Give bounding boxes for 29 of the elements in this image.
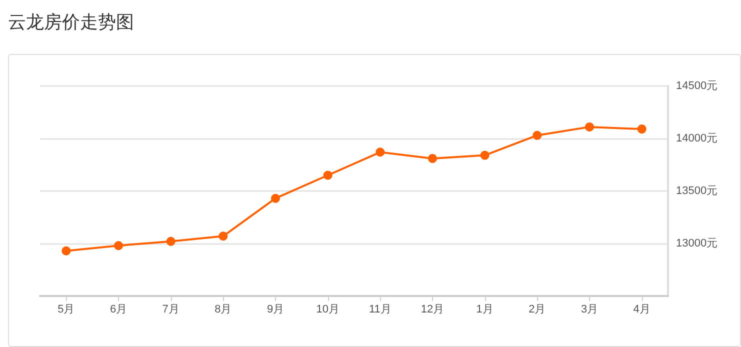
point: [532, 130, 542, 140]
point: [218, 232, 228, 241]
point: [585, 122, 594, 132]
y-tick-label: 13500元: [676, 185, 718, 197]
x-tick-label: 4月: [633, 304, 650, 316]
y-tick-label: 13000元: [676, 238, 718, 250]
point: [480, 150, 490, 160]
x-tick-label: 2月: [528, 304, 546, 316]
x-tick-label: 1月: [476, 304, 494, 316]
point: [376, 148, 385, 157]
x-tick-label: 12月: [420, 304, 444, 316]
x-tick-label: 9月: [266, 304, 284, 316]
y-tick-label: 14000元: [676, 132, 718, 144]
chart-title: 云龙房价走势图: [8, 11, 134, 34]
y-tick-label: 14500元: [676, 80, 718, 92]
x-tick-label: 3月: [580, 304, 598, 316]
x-tick-label: 11月: [368, 304, 392, 316]
x-tick-label: 5月: [58, 304, 75, 316]
x-tick-label: 10月: [316, 304, 340, 316]
point: [62, 246, 71, 256]
x-tick-label: 8月: [214, 304, 232, 316]
point: [323, 170, 332, 180]
point: [428, 154, 437, 163]
point: [271, 194, 280, 203]
x-tick-label: 6月: [110, 304, 128, 316]
point: [637, 124, 646, 134]
x-tick-label: 7月: [162, 304, 180, 316]
point: [114, 241, 123, 250]
point: [166, 236, 176, 246]
